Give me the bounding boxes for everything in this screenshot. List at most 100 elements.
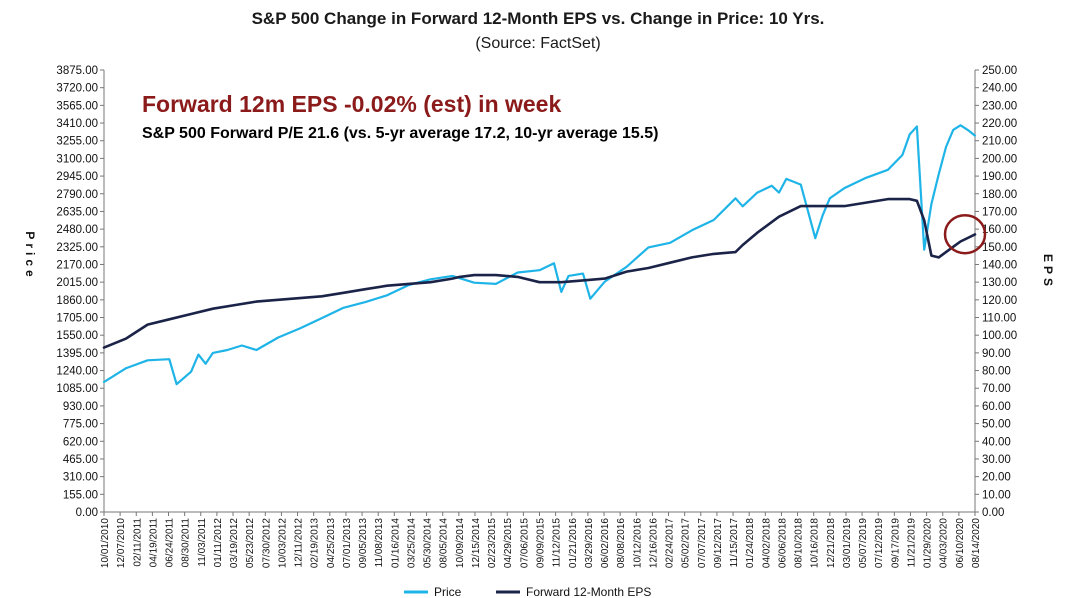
- y-left-tick-label: 1860.00: [56, 295, 98, 307]
- x-tick-label: 11/12/2015: [552, 518, 563, 568]
- x-tick-label: 01/16/2014: [390, 518, 401, 568]
- x-tick-label: 11/15/2017: [729, 518, 740, 568]
- x-tick-label: 07/30/2012: [261, 518, 272, 568]
- y-right-tick-label: 50.00: [982, 419, 1011, 431]
- x-tick-label: 03/29/2016: [584, 518, 595, 568]
- x-tick-label: 03/25/2014: [406, 518, 417, 568]
- x-tick-label: 06/24/2011: [165, 518, 176, 568]
- y-right-tick-label: 210.00: [982, 136, 1017, 148]
- y-left-tick-label: 3255.00: [56, 136, 98, 148]
- x-tick-label: 09/17/2019: [890, 518, 901, 568]
- y-left-tick-label: 930.00: [63, 401, 98, 413]
- x-tick-label: 10/09/2014: [455, 518, 466, 568]
- x-tick-label: 11/03/2011: [197, 518, 208, 567]
- y-right-tick-label: 200.00: [982, 153, 1017, 165]
- y-left-tick-label: 1395.00: [56, 348, 98, 360]
- y-axis-right-title: EPS: [1041, 254, 1055, 290]
- x-tick-label: 08/14/2020: [971, 518, 982, 568]
- x-tick-label: 01/29/2020: [923, 518, 934, 568]
- y-left-tick-label: 155.00: [63, 489, 98, 501]
- x-tick-label: 12/16/2016: [648, 518, 659, 568]
- x-tick-label: 09/12/2017: [713, 518, 724, 568]
- y-left-tick-label: 2790.00: [56, 189, 98, 201]
- x-tick-label: 05/02/2017: [681, 518, 692, 568]
- y-left-tick-label: 3565.00: [56, 100, 98, 112]
- x-tick-label: 09/09/2015: [536, 518, 547, 568]
- x-tick-label: 02/19/2013: [310, 518, 321, 568]
- chart-subtitle: (Source: FactSet): [475, 35, 600, 52]
- y-left-tick-label: 2325.00: [56, 242, 98, 254]
- y-axis-left-ticks: 3875.00 3720.00 3565.00 3410.00 3255.00 3100.…: [56, 65, 104, 519]
- pe-annotation: S&P 500 Forward P/E 21.6 (vs. 5-yr avera…: [142, 125, 658, 142]
- x-tick-label: 10/16/2018: [810, 518, 821, 568]
- y-right-tick-label: 10.00: [982, 489, 1011, 501]
- x-tick-label: 11/21/2019: [906, 518, 917, 568]
- x-tick-label: 10/03/2012: [277, 518, 288, 568]
- y-right-tick-label: 160.00: [982, 224, 1017, 236]
- x-tick-label: 01/21/2016: [568, 518, 579, 568]
- y-right-tick-label: 70.00: [982, 383, 1011, 395]
- x-tick-label: 04/03/2020: [939, 518, 950, 568]
- y-left-tick-label: 620.00: [63, 436, 98, 448]
- y-right-tick-label: 100.00: [982, 330, 1017, 342]
- x-tick-label: 02/24/2017: [665, 518, 676, 568]
- y-left-tick-label: 2635.00: [56, 206, 98, 218]
- x-tick-label: 04/29/2015: [503, 518, 514, 568]
- legend-label-price: Price: [434, 585, 462, 598]
- y-right-tick-label: 220.00: [982, 118, 1017, 130]
- y-left-tick-label: 3875.00: [56, 65, 98, 77]
- y-left-tick-label: 775.00: [63, 419, 98, 431]
- x-tick-label: 03/19/2012: [229, 518, 240, 568]
- y-left-tick-label: 3410.00: [56, 118, 98, 130]
- y-left-tick-label: 465.00: [63, 454, 98, 466]
- y-right-tick-label: 60.00: [982, 401, 1011, 413]
- x-tick-label: 11/08/2013: [374, 518, 385, 568]
- y-right-tick-label: 40.00: [982, 436, 1011, 448]
- x-tick-label: 05/30/2014: [423, 518, 434, 568]
- x-tick-label: 02/23/2015: [487, 518, 498, 568]
- y-left-tick-label: 3720.00: [56, 83, 98, 95]
- x-tick-label: 06/06/2018: [777, 518, 788, 568]
- x-tick-label: 07/06/2015: [519, 518, 530, 568]
- y-right-tick-label: 230.00: [982, 100, 1017, 112]
- x-tick-label: 08/10/2018: [794, 518, 805, 568]
- highlight-circle: [943, 213, 987, 255]
- eps-series-line: [102, 197, 977, 349]
- y-right-tick-label: 240.00: [982, 83, 1017, 95]
- y-left-tick-label: 310.00: [63, 472, 98, 484]
- y-left-tick-label: 1085.00: [56, 383, 98, 395]
- y-right-tick-label: 80.00: [982, 366, 1011, 378]
- series-group: [102, 124, 987, 386]
- y-left-tick-label: 2480.00: [56, 224, 98, 236]
- y-left-tick-label: 1240.00: [56, 366, 98, 378]
- legend: Price Forward 12-Month EPS: [404, 585, 651, 598]
- x-tick-label: 06/10/2020: [955, 518, 966, 568]
- y-right-tick-label: 170.00: [982, 206, 1017, 218]
- y-right-tick-label: 30.00: [982, 454, 1011, 466]
- x-tick-label: 12/07/2010: [116, 518, 127, 568]
- x-tick-label: 08/08/2016: [616, 518, 627, 568]
- x-tick-label: 10/12/2016: [632, 518, 643, 568]
- y-left-tick-label: 2945.00: [56, 171, 98, 183]
- y-right-tick-label: 150.00: [982, 242, 1017, 254]
- x-tick-label: 03/01/2019: [842, 518, 853, 568]
- x-tick-label: 07/12/2019: [874, 518, 885, 568]
- y-right-tick-label: 140.00: [982, 259, 1017, 271]
- y-right-tick-label: 190.00: [982, 171, 1017, 183]
- y-left-tick-label: 1550.00: [56, 330, 98, 342]
- x-tick-label: 12/11/2012: [294, 518, 305, 568]
- y-right-tick-label: 0.00: [982, 507, 1004, 519]
- y-left-tick-label: 2015.00: [56, 277, 98, 289]
- x-tick-label: 10/01/2010: [100, 518, 111, 568]
- y-right-tick-label: 90.00: [982, 348, 1011, 360]
- chart-title: S&P 500 Change in Forward 12-Month EPS v…: [252, 9, 825, 28]
- y-right-tick-label: 180.00: [982, 189, 1017, 201]
- x-tick-label: 08/05/2014: [439, 518, 450, 568]
- x-axis-ticks: 10/01/2010 12/07/2010 02/11/2011 04/19/2011…: [100, 512, 982, 568]
- y-left-tick-label: 1705.00: [56, 313, 98, 325]
- y-axis-left-label: Price: [23, 231, 37, 280]
- x-tick-label: 06/02/2016: [600, 518, 611, 568]
- x-tick-label: 04/02/2018: [761, 518, 772, 568]
- x-tick-label: 05/23/2012: [245, 518, 256, 568]
